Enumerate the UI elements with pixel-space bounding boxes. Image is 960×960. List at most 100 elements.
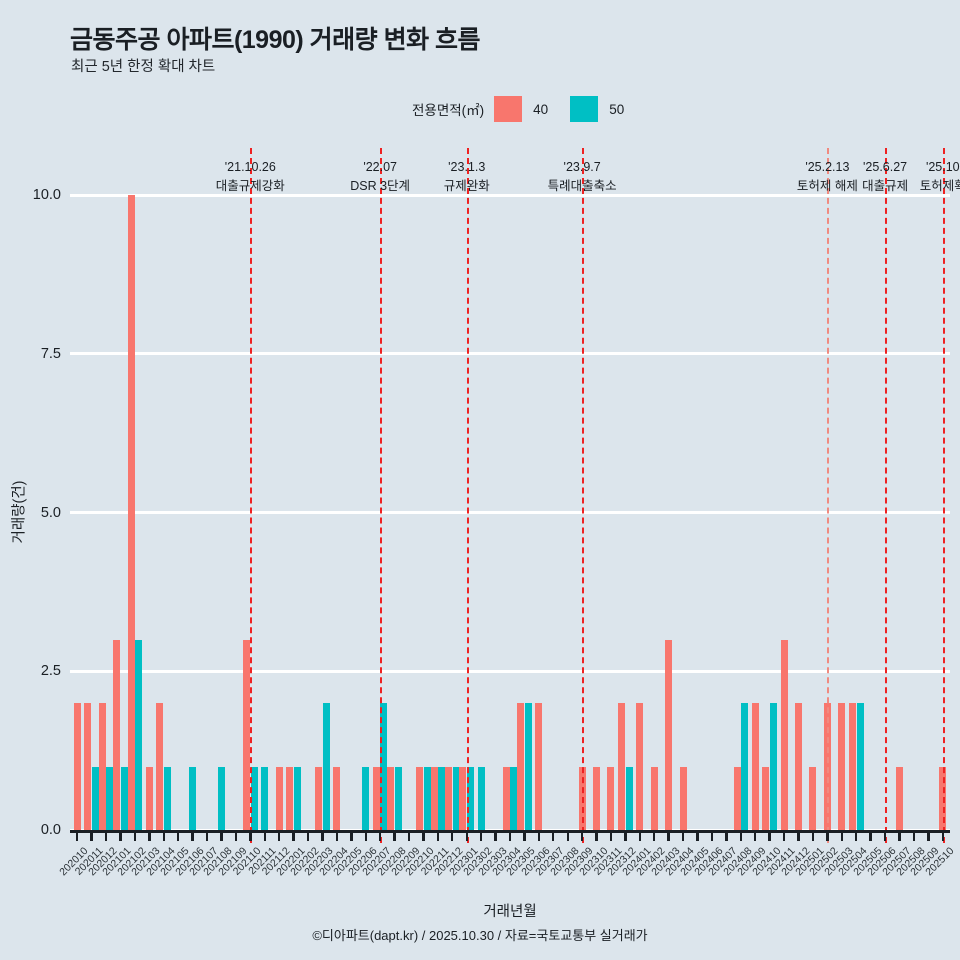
bar-40-202103[interactable] — [145, 766, 153, 830]
bar-40-202104[interactable] — [156, 703, 164, 830]
bar-50-202111[interactable] — [261, 766, 269, 830]
event-date: '23.1.3 — [448, 160, 486, 174]
bar-40-202501[interactable] — [809, 766, 817, 830]
x-tick — [321, 830, 324, 841]
event-label-202309: '23.9.7 특례대출축소 — [548, 158, 617, 197]
bar-40-202311[interactable] — [607, 766, 615, 830]
bar-40-202304[interactable] — [502, 766, 510, 830]
bar-40-202010[interactable] — [73, 703, 81, 830]
bar-40-202402[interactable] — [650, 766, 658, 830]
bar-40-202409[interactable] — [751, 703, 759, 830]
bar-40-202507[interactable] — [896, 766, 903, 830]
bar-40-202203[interactable] — [315, 766, 323, 830]
event-line-202301 — [466, 148, 469, 843]
bar-40-202112[interactable] — [275, 766, 283, 830]
bar-50-202203[interactable] — [322, 703, 330, 830]
bar-40-202305[interactable] — [517, 703, 525, 830]
bar-40-202101[interactable] — [113, 639, 121, 830]
event-line-202502 — [827, 148, 830, 843]
x-tick — [104, 830, 108, 841]
bar-50-202207[interactable] — [380, 703, 388, 830]
chart-title: 금동주공 아파트(1990) 거래량 변화 흐름 — [70, 26, 481, 54]
bar-50-202312[interactable] — [625, 766, 633, 830]
event-date: '23.9.7 — [563, 160, 601, 174]
x-tick — [436, 830, 440, 841]
event-name: DSR 3단계 — [350, 179, 411, 194]
event-label-202301: '23.1.3 규제완화 — [444, 158, 490, 197]
bar-40-202312[interactable] — [618, 703, 626, 830]
x-tick — [378, 830, 382, 841]
bar-40-202401[interactable] — [636, 703, 644, 830]
bar-50-202011[interactable] — [91, 766, 99, 830]
bar-40-202503[interactable] — [838, 703, 846, 830]
bar-40-202504[interactable] — [848, 703, 856, 830]
x-tick — [595, 830, 598, 841]
bar-50-202302[interactable] — [477, 766, 485, 830]
x-tick — [537, 830, 541, 841]
bar-50-202410[interactable] — [769, 703, 777, 830]
bar-40-202208[interactable] — [387, 766, 395, 830]
bar-40-202011[interactable] — [84, 703, 92, 830]
y-tick-label: 2.5 — [40, 663, 61, 680]
x-tick — [263, 830, 266, 841]
bar-50-202304[interactable] — [510, 766, 518, 830]
bar-40-202012[interactable] — [98, 703, 106, 830]
bar-40-202412[interactable] — [795, 703, 803, 830]
x-tick — [479, 830, 483, 841]
bar-50-202408[interactable] — [741, 703, 749, 830]
bar-40-202301[interactable] — [459, 766, 467, 830]
bar-50-202110[interactable] — [250, 766, 258, 830]
bar-40-202411[interactable] — [780, 639, 788, 830]
x-tick — [335, 830, 339, 841]
bar-40-202201[interactable] — [286, 766, 294, 830]
chart-subtitle: 최근 5년 한정 확대 차트 — [71, 59, 216, 75]
bar-50-202201[interactable] — [293, 766, 301, 830]
event-name: 대출규제강화 — [215, 179, 285, 194]
bar-40-202404[interactable] — [679, 766, 687, 830]
x-tick — [205, 830, 209, 841]
event-line-202506 — [885, 148, 888, 843]
bar-40-202403[interactable] — [665, 639, 673, 830]
plot-area: 0.0 2.5 5.0 7.5 10.0 — [33, 148, 950, 843]
event-name: 토허제확 — [919, 179, 960, 194]
bar-40-202204[interactable] — [333, 766, 341, 830]
bar-50-202504[interactable] — [856, 703, 864, 830]
y-tick-label: 10.0 — [32, 187, 61, 203]
bar-40-202410[interactable] — [762, 766, 770, 830]
bar-50-202102[interactable] — [135, 639, 143, 830]
x-tick — [869, 830, 872, 841]
bar-40-202408[interactable] — [733, 766, 741, 830]
x-tick — [855, 830, 858, 841]
bar-50-202106[interactable] — [189, 766, 197, 830]
y-tick-label: 7.5 — [40, 345, 61, 362]
legend-swatch-40[interactable] — [494, 96, 523, 122]
bar-50-202212[interactable] — [452, 766, 460, 830]
bar-50-202211[interactable] — [438, 766, 446, 830]
x-tick — [393, 830, 396, 841]
x-tick — [638, 830, 642, 841]
bar-40-202211[interactable] — [430, 766, 438, 830]
event-line-202207 — [380, 148, 383, 843]
bar-40-202310[interactable] — [593, 766, 601, 830]
x-tick — [840, 830, 843, 841]
event-label-202207: '22.07 DSR 3단계 — [350, 158, 410, 197]
bar-50-202305[interactable] — [524, 703, 532, 830]
bar-40-202102[interactable] — [127, 195, 135, 830]
bar-50-202101[interactable] — [120, 766, 128, 830]
bar-50-202208[interactable] — [394, 766, 402, 830]
x-tick — [277, 830, 281, 841]
bar-40-202207[interactable] — [372, 766, 380, 830]
x-tick — [826, 830, 829, 841]
bar-50-202210[interactable] — [423, 766, 431, 830]
bar-50-202301[interactable] — [467, 766, 475, 830]
bar-40-202306[interactable] — [535, 703, 543, 830]
bar-50-202012[interactable] — [106, 766, 114, 830]
bar-50-202206[interactable] — [362, 766, 370, 830]
bar-50-202104[interactable] — [164, 766, 172, 830]
bar-40-202210[interactable] — [416, 766, 424, 830]
bar-40-202110[interactable] — [243, 639, 251, 830]
bar-50-202108[interactable] — [217, 766, 225, 830]
legend-swatch-50[interactable] — [570, 96, 599, 122]
bar-40-202212[interactable] — [444, 766, 452, 830]
